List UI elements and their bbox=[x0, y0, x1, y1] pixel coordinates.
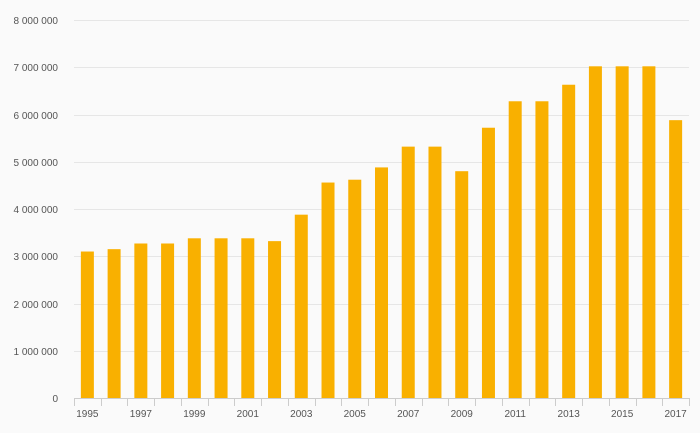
x-tick-label: 2017 bbox=[665, 409, 688, 420]
bar-1995 bbox=[80, 251, 94, 398]
bar-2009 bbox=[455, 171, 469, 398]
x-tick-label: 2003 bbox=[290, 409, 313, 420]
bar-2000 bbox=[214, 238, 228, 398]
y-tick-label: 4 000 000 bbox=[14, 205, 59, 216]
y-tick-label: 2 000 000 bbox=[14, 300, 59, 311]
bar-2017 bbox=[669, 120, 683, 399]
bar-2004 bbox=[321, 182, 335, 398]
bar-2012 bbox=[535, 101, 549, 399]
x-axis bbox=[74, 398, 690, 406]
x-tick-label: 2013 bbox=[558, 409, 581, 420]
x-tick-label: 2011 bbox=[504, 409, 526, 420]
y-axis-tick-labels: 0 1 000 000 2 000 000 3 000 000 4 000 000 5 0… bbox=[14, 16, 59, 405]
bar-2015 bbox=[615, 66, 629, 399]
bar-1997 bbox=[134, 243, 148, 398]
bar-2003 bbox=[294, 214, 308, 398]
bar-2014 bbox=[588, 66, 602, 399]
bar-2013 bbox=[562, 84, 576, 399]
x-tick-label: 2005 bbox=[344, 409, 367, 420]
bar-2007 bbox=[401, 146, 415, 398]
bar-2006 bbox=[375, 167, 388, 398]
x-tick-label: 2007 bbox=[397, 409, 420, 420]
x-tick-label: 1999 bbox=[183, 409, 206, 420]
y-tick-label: 5 000 000 bbox=[14, 158, 59, 169]
bar-1999 bbox=[187, 238, 201, 398]
bar-2011 bbox=[508, 101, 522, 399]
x-tick-label: 2015 bbox=[611, 409, 634, 420]
y-tick-label: 7 000 000 bbox=[14, 63, 59, 74]
bar-2005 bbox=[348, 179, 362, 398]
bar-1998 bbox=[161, 243, 175, 398]
x-tick-label: 2001 bbox=[237, 409, 260, 420]
y-tick-label: 6 000 000 bbox=[14, 111, 59, 122]
y-tick-label: 3 000 000 bbox=[14, 252, 59, 263]
bars bbox=[80, 66, 683, 399]
x-tick-label: 2009 bbox=[451, 409, 474, 420]
bar-2001 bbox=[241, 238, 255, 398]
bar-2002 bbox=[268, 241, 282, 398]
x-tick-label: 1997 bbox=[130, 409, 153, 420]
bar-1996 bbox=[107, 249, 121, 398]
y-tick-label: 8 000 000 bbox=[14, 16, 59, 27]
y-tick-label: 1 000 000 bbox=[14, 347, 59, 358]
bar-2008 bbox=[428, 146, 442, 398]
x-tick-label: 1995 bbox=[76, 409, 99, 420]
bar-2010 bbox=[481, 127, 495, 398]
x-axis-tick-labels: 1995 1997 1999 2001 2003 2005 2007 2009 2011 2013… bbox=[76, 409, 687, 420]
y-tick-label: 0 bbox=[52, 394, 58, 405]
bar-2016 bbox=[642, 66, 656, 399]
